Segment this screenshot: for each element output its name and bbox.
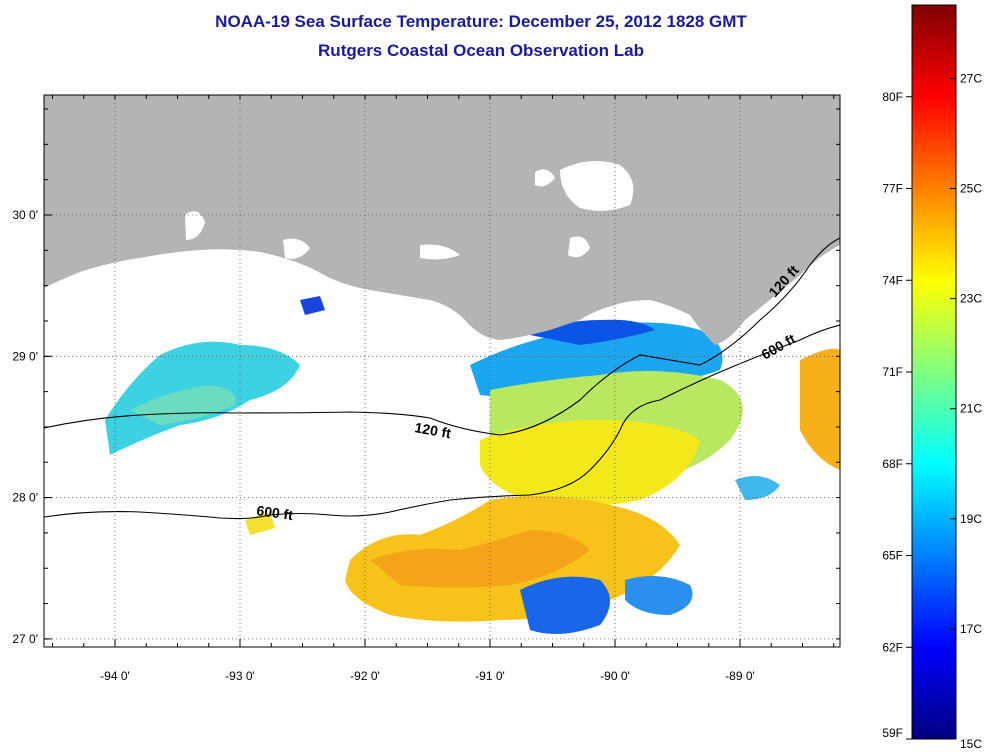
colorbar-f-label: 62F	[882, 640, 903, 654]
colorbar-f-label: 65F	[882, 549, 903, 563]
colorbar-f-label: 71F	[882, 365, 903, 379]
isobath-contours	[44, 237, 840, 520]
lat-tick-label: 29 0'	[12, 349, 38, 363]
contour-label-600ft-west: 600 ft	[256, 502, 295, 523]
colorbar	[911, 4, 957, 740]
colorbar-f-label: 74F	[882, 273, 903, 287]
map-title: NOAA-19 Sea Surface Temperature: Decembe…	[215, 12, 747, 31]
lat-tick-label: 30 0'	[12, 208, 38, 222]
contour-label-120ft-west: 120 ft	[413, 419, 452, 441]
lon-tick-label: -92 0'	[350, 669, 380, 683]
colorbar-c-label: 27C	[960, 71, 982, 85]
sst-data-layer	[105, 266, 840, 634]
map-subtitle: Rutgers Coastal Ocean Observation Lab	[318, 41, 644, 60]
lon-tick-label: -89 0'	[725, 669, 755, 683]
colorbar-f-label: 68F	[882, 457, 903, 471]
colorbar-f-label: 80F	[882, 90, 903, 104]
lon-tick-label: -94 0'	[100, 669, 130, 683]
lat-tick-label: 28 0'	[12, 491, 38, 505]
colorbar-c-label: 19C	[960, 512, 982, 526]
colorbar-c-label: 21C	[960, 402, 982, 416]
colorbar-f-label: 59F	[882, 726, 903, 740]
latitude-axis: 30 0' 29 0' 28 0' 27 0'	[12, 108, 840, 646]
colorbar-c-label: 17C	[960, 622, 982, 636]
longitude-axis: -94 0' -93 0' -92 0' -91 0' -90 0' -89 0'	[52, 95, 835, 683]
colorbar-c-label: 23C	[960, 292, 982, 306]
land-mass	[44, 95, 840, 345]
colorbar-fahrenheit-labels: 59F 62F 65F 68F 71F 74F 77F 80F	[882, 90, 912, 740]
colorbar-celsius-labels: 15C 17C 19C 21C 23C 25C 27C	[950, 71, 982, 751]
colorbar-c-label: 15C	[960, 737, 982, 751]
map-grid	[44, 95, 840, 647]
lat-tick-label: 27 0'	[12, 632, 38, 646]
colorbar-f-label: 77F	[882, 182, 903, 196]
lon-tick-label: -90 0'	[600, 669, 630, 683]
colorbar-c-label: 25C	[960, 182, 982, 196]
lon-tick-label: -93 0'	[225, 669, 255, 683]
map-frame	[43, 94, 841, 648]
lon-tick-label: -91 0'	[475, 669, 505, 683]
